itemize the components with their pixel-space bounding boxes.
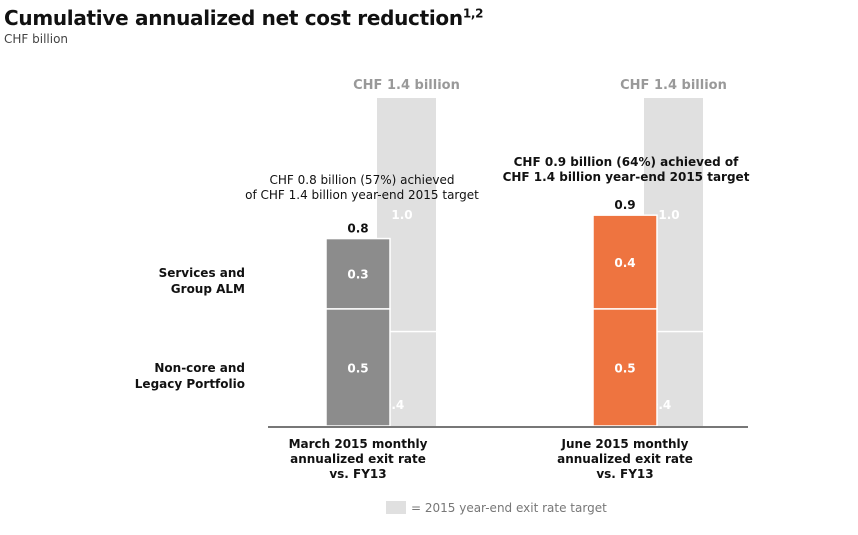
target-total-label: CHF 1.4 billion	[620, 78, 727, 93]
target-value-label: 1.0	[658, 208, 679, 222]
target-value-label: 1.0	[391, 208, 412, 222]
row-label: Non-core and	[154, 361, 245, 375]
category-label: vs. FY13	[596, 467, 653, 481]
target-total-label: CHF 1.4 billion	[353, 78, 460, 93]
legend-swatch	[386, 501, 406, 514]
category-label: annualized exit rate	[557, 452, 693, 466]
achieved-total-label: 0.8	[347, 222, 368, 236]
annotation-text: CHF 0.9 billion (64%) achieved of	[514, 155, 740, 169]
chart-subtitle: CHF billion	[4, 32, 69, 46]
achieved-bar-bottom	[592, 308, 658, 427]
achieved-bar-bottom	[325, 308, 391, 427]
category-label: vs. FY13	[329, 467, 386, 481]
annotation-text: CHF 0.8 billion (57%) achieved	[270, 173, 455, 187]
achieved-value-label: 0.5	[614, 361, 635, 375]
row-label: Services and	[159, 266, 245, 280]
annotation-text: CHF 1.4 billion year-end 2015 target	[503, 170, 750, 184]
category-label: June 2015 monthly	[561, 437, 689, 451]
achieved-value-label: 0.3	[347, 268, 368, 282]
legend-label: = 2015 year-end exit rate target	[411, 501, 607, 515]
annotation-text: of CHF 1.4 billion year-end 2015 target	[245, 188, 479, 202]
category-label: annualized exit rate	[290, 452, 426, 466]
row-label: Group ALM	[171, 282, 245, 296]
achieved-total-label: 0.9	[614, 198, 635, 212]
achieved-bar-top	[592, 214, 658, 310]
chart-title: Cumulative annualized net cost reduction…	[4, 6, 484, 30]
achieved-value-label: 0.5	[347, 361, 368, 375]
achieved-bar-top	[325, 237, 391, 310]
category-label: March 2015 monthly	[289, 437, 428, 451]
achieved-value-label: 0.4	[614, 256, 635, 270]
row-label: Legacy Portfolio	[135, 377, 245, 391]
